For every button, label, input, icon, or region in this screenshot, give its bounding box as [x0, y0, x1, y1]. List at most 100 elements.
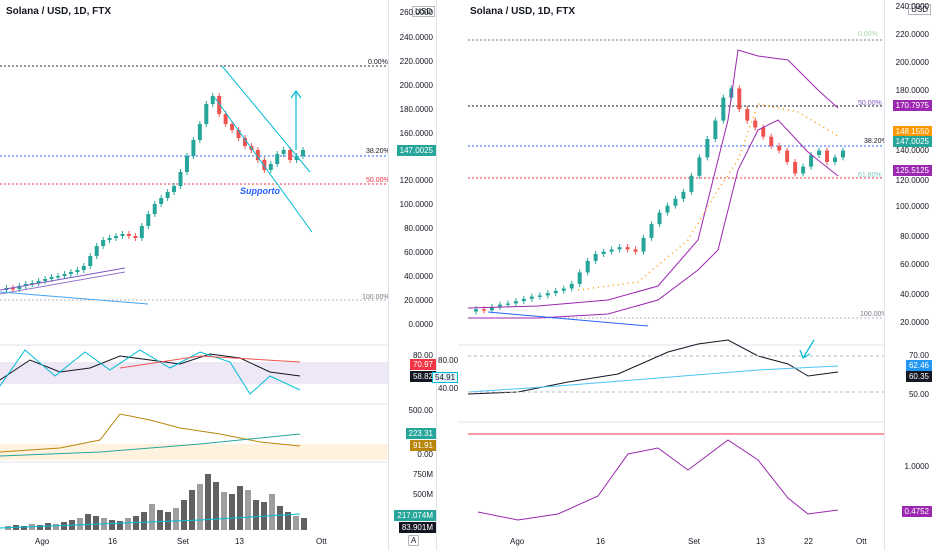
chart-b-canvas[interactable] — [458, 0, 932, 550]
price-tick: 240.0000 — [895, 2, 929, 11]
candle-body — [697, 157, 702, 176]
candle-body — [473, 309, 478, 312]
up-arrow-head — [290, 89, 302, 99]
candle-body — [94, 246, 99, 256]
date-tick: 22 — [804, 537, 813, 546]
candle-body — [745, 109, 750, 121]
chart-a-canvas[interactable] — [0, 0, 436, 550]
candle-body — [625, 247, 630, 250]
panel-divider[interactable] — [436, 0, 460, 550]
ind-tag: 62.46 — [905, 360, 932, 371]
candle-body — [159, 198, 164, 204]
fib-label-382: 38.20% — [864, 138, 888, 145]
volume-bar — [205, 474, 211, 530]
candle-body — [481, 309, 486, 311]
candle-body — [217, 96, 222, 114]
chart-b-title: Solana / USD, 1D, FTX — [470, 6, 576, 17]
price-tick: 60.0000 — [900, 260, 929, 269]
candle-body — [101, 240, 106, 246]
volume-bar — [173, 508, 179, 530]
volume-bar — [157, 510, 163, 530]
price-tick: 180.0000 — [399, 105, 433, 114]
candle-body — [769, 136, 774, 146]
volume-bar — [229, 494, 235, 530]
candle-body — [146, 214, 151, 226]
rsi-tag: 58.82 — [409, 371, 436, 382]
candle-body — [569, 283, 574, 289]
fib-label-618: 61.80% — [858, 172, 882, 179]
candle-body — [204, 104, 209, 124]
price-tick: 140.0000 — [895, 146, 929, 155]
price-tick: 180.0000 — [895, 86, 929, 95]
candle-body — [585, 260, 590, 273]
volume-bar — [213, 482, 219, 530]
volume-bar — [285, 512, 291, 530]
pane-letter-a[interactable]: A — [408, 535, 420, 546]
price-tick: 200.0000 — [399, 81, 433, 90]
candle-body — [505, 303, 510, 305]
volume-bar — [253, 500, 259, 530]
price-tick: 40.0000 — [900, 290, 929, 299]
price-tick: 120.0000 — [399, 176, 433, 185]
candle-body — [262, 160, 267, 170]
price-tick: 100.0000 — [399, 200, 433, 209]
candle-body — [705, 139, 710, 158]
candle-body — [497, 304, 502, 307]
date-tick: 16 — [596, 537, 605, 546]
date-tick: 16 — [108, 537, 117, 546]
candle-body — [529, 296, 534, 299]
volume-bar — [269, 494, 275, 530]
volume-bar — [125, 518, 131, 530]
sar-dots — [577, 103, 839, 291]
candle-body — [275, 154, 280, 164]
price-axis-a[interactable]: USD 260.0000 240.0000 220.0000 200.0000 … — [388, 0, 436, 550]
candle-body — [191, 140, 196, 156]
volume-bar — [141, 512, 147, 530]
candle-body — [172, 186, 177, 192]
volume-bar — [189, 490, 195, 530]
candle-body — [489, 306, 494, 311]
candle-body — [210, 96, 215, 104]
candle-body — [120, 234, 125, 236]
date-tick: Ago — [510, 537, 525, 546]
date-tick: 13 — [235, 537, 244, 546]
ind-ma-line — [467, 365, 839, 393]
price-tick: 100.0000 — [895, 202, 929, 211]
volume-bar — [117, 521, 123, 530]
candle-body — [62, 274, 67, 276]
channel-upper-line — [221, 65, 311, 173]
candle-body — [107, 238, 112, 240]
last-price-tag-a: 147.0025 — [396, 145, 436, 156]
rsi-tick: 80.00 — [412, 351, 433, 360]
price-axis-b[interactable]: USD 240.0000 220.0000 200.0000 180.0000 … — [884, 0, 932, 550]
candle-body — [633, 249, 638, 252]
candle-body — [553, 290, 558, 294]
price-tick: 60.0000 — [404, 248, 433, 257]
price-tick: 40.0000 — [404, 272, 433, 281]
candle-body — [294, 156, 299, 160]
candle-body — [165, 192, 170, 198]
volume-bar — [149, 504, 155, 530]
candle-body — [17, 286, 22, 289]
price-tick: 220.0000 — [399, 57, 433, 66]
trend-line — [0, 271, 126, 295]
ind2-tick: 0.00 — [417, 450, 433, 459]
chart-panel-a[interactable]: Solana / USD, 1D, FTX Supporto 0.00% 38.… — [0, 0, 436, 550]
fib-label-100: 100.00% — [362, 294, 390, 301]
candle-body — [753, 120, 758, 128]
chart-panel-b[interactable]: Solana / USD, 1D, FTX 0.00% 50.00% 38.20… — [458, 0, 932, 550]
currency-label-b: USD — [908, 4, 931, 15]
candle-body — [761, 127, 766, 137]
date-tick: Ago — [35, 537, 50, 546]
price-tag-b: 148.1550 — [892, 126, 932, 137]
ind-tick: 70.00 — [908, 351, 929, 360]
down-arrow-shaft — [802, 339, 815, 359]
candle-body — [545, 293, 550, 296]
price-tick: 220.0000 — [895, 30, 929, 39]
candle-body — [809, 155, 814, 167]
candle-body — [601, 251, 606, 254]
candle-body — [178, 172, 183, 186]
candle-body — [68, 272, 73, 274]
price-tick: 120.0000 — [895, 176, 929, 185]
candle-body — [617, 247, 622, 250]
